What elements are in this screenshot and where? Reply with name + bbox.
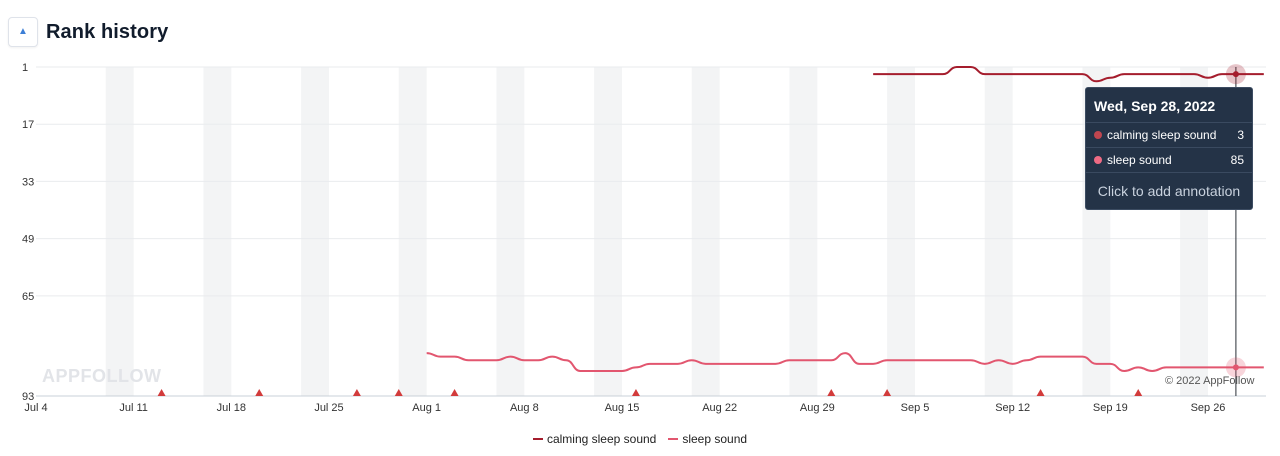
- tooltip-series-name: sleep sound: [1107, 153, 1172, 167]
- legend-item-calming-sleep-sound[interactable]: calming sleep sound: [532, 432, 657, 446]
- tooltip-row: calming sleep sound 3: [1086, 123, 1252, 148]
- annotation-marker-icon[interactable]: [255, 389, 264, 396]
- add-annotation-link[interactable]: Click to add annotation: [1097, 183, 1241, 199]
- x-tick-label: Jul 11: [119, 402, 148, 414]
- legend-label: sleep sound: [682, 432, 748, 446]
- weekend-band: [105, 67, 134, 396]
- x-tick-label: Jul 25: [314, 402, 343, 414]
- tooltip-series-name: calming sleep sound: [1107, 128, 1217, 142]
- x-tick-label: Aug 22: [702, 402, 737, 414]
- tooltip-series-value: 3: [1237, 128, 1244, 142]
- y-tick-label: 1: [22, 62, 28, 74]
- weekend-band: [398, 67, 427, 396]
- x-tick-label: Sep 19: [1093, 402, 1128, 414]
- weekend-band: [496, 67, 525, 396]
- series-dot-icon: [1094, 131, 1102, 139]
- legend-line-icon: [532, 438, 543, 440]
- y-tick-label: 17: [22, 119, 34, 131]
- weekend-band: [887, 67, 915, 396]
- x-tick-label: Jul 4: [24, 402, 47, 414]
- weekend-band: [691, 67, 720, 396]
- weekend-band: [789, 67, 818, 396]
- y-tick-label: 49: [22, 234, 34, 246]
- x-tick-label: Sep 26: [1191, 402, 1226, 414]
- annotation-marker-icon[interactable]: [450, 389, 459, 396]
- chart-legend: calming sleep sound sleep sound: [0, 432, 1280, 446]
- x-tick-label: Jul 18: [217, 402, 246, 414]
- data-point: [1232, 364, 1239, 371]
- series-line: [873, 66, 1264, 83]
- copyright-text: © 2022 AppFollow: [1165, 375, 1255, 387]
- legend-item-sleep-sound[interactable]: sleep sound: [668, 432, 747, 446]
- x-tick-label: Aug 1: [412, 402, 441, 414]
- x-tick-label: Aug 15: [605, 402, 640, 414]
- weekend-band: [594, 67, 622, 396]
- data-point: [1232, 71, 1239, 78]
- weekend-band: [301, 67, 329, 396]
- x-tick-label: Aug 8: [510, 402, 539, 414]
- annotation-marker-icon[interactable]: [394, 389, 403, 396]
- annotation-marker-icon[interactable]: [631, 389, 640, 396]
- series-dot-icon: [1094, 156, 1102, 164]
- y-tick-label: 65: [22, 291, 34, 303]
- x-tick-label: Sep 5: [901, 402, 930, 414]
- tooltip-series-value: 85: [1230, 153, 1244, 167]
- x-tick-label: Aug 29: [800, 402, 835, 414]
- series-line: [426, 352, 1264, 372]
- annotation-marker-icon[interactable]: [827, 389, 836, 396]
- annotation-marker-icon[interactable]: [1036, 389, 1045, 396]
- chart-tooltip: Wed, Sep 28, 2022 calming sleep sound 3 …: [1085, 87, 1253, 210]
- tooltip-row: sleep sound 85: [1086, 148, 1252, 173]
- section-header: ▲ Rank history: [8, 16, 168, 48]
- collapse-button[interactable]: ▲: [8, 17, 38, 47]
- legend-label: calming sleep sound: [546, 432, 657, 446]
- watermark: APPFOLLOW: [42, 366, 162, 386]
- annotation-marker-icon[interactable]: [352, 389, 361, 396]
- y-tick-label: 33: [22, 176, 34, 188]
- y-tick-label: 93: [22, 391, 34, 403]
- caret-up-icon: ▲: [18, 26, 28, 37]
- annotation-marker-icon[interactable]: [883, 389, 892, 396]
- section-title: Rank history: [46, 20, 169, 43]
- tooltip-date: Wed, Sep 28, 2022: [1086, 88, 1252, 123]
- weekend-band: [984, 67, 1013, 396]
- weekend-band: [203, 67, 232, 396]
- annotation-marker-icon[interactable]: [1134, 389, 1143, 396]
- annotation-marker-icon[interactable]: [157, 389, 166, 396]
- legend-line-icon: [668, 438, 679, 440]
- x-tick-label: Sep 12: [995, 402, 1030, 414]
